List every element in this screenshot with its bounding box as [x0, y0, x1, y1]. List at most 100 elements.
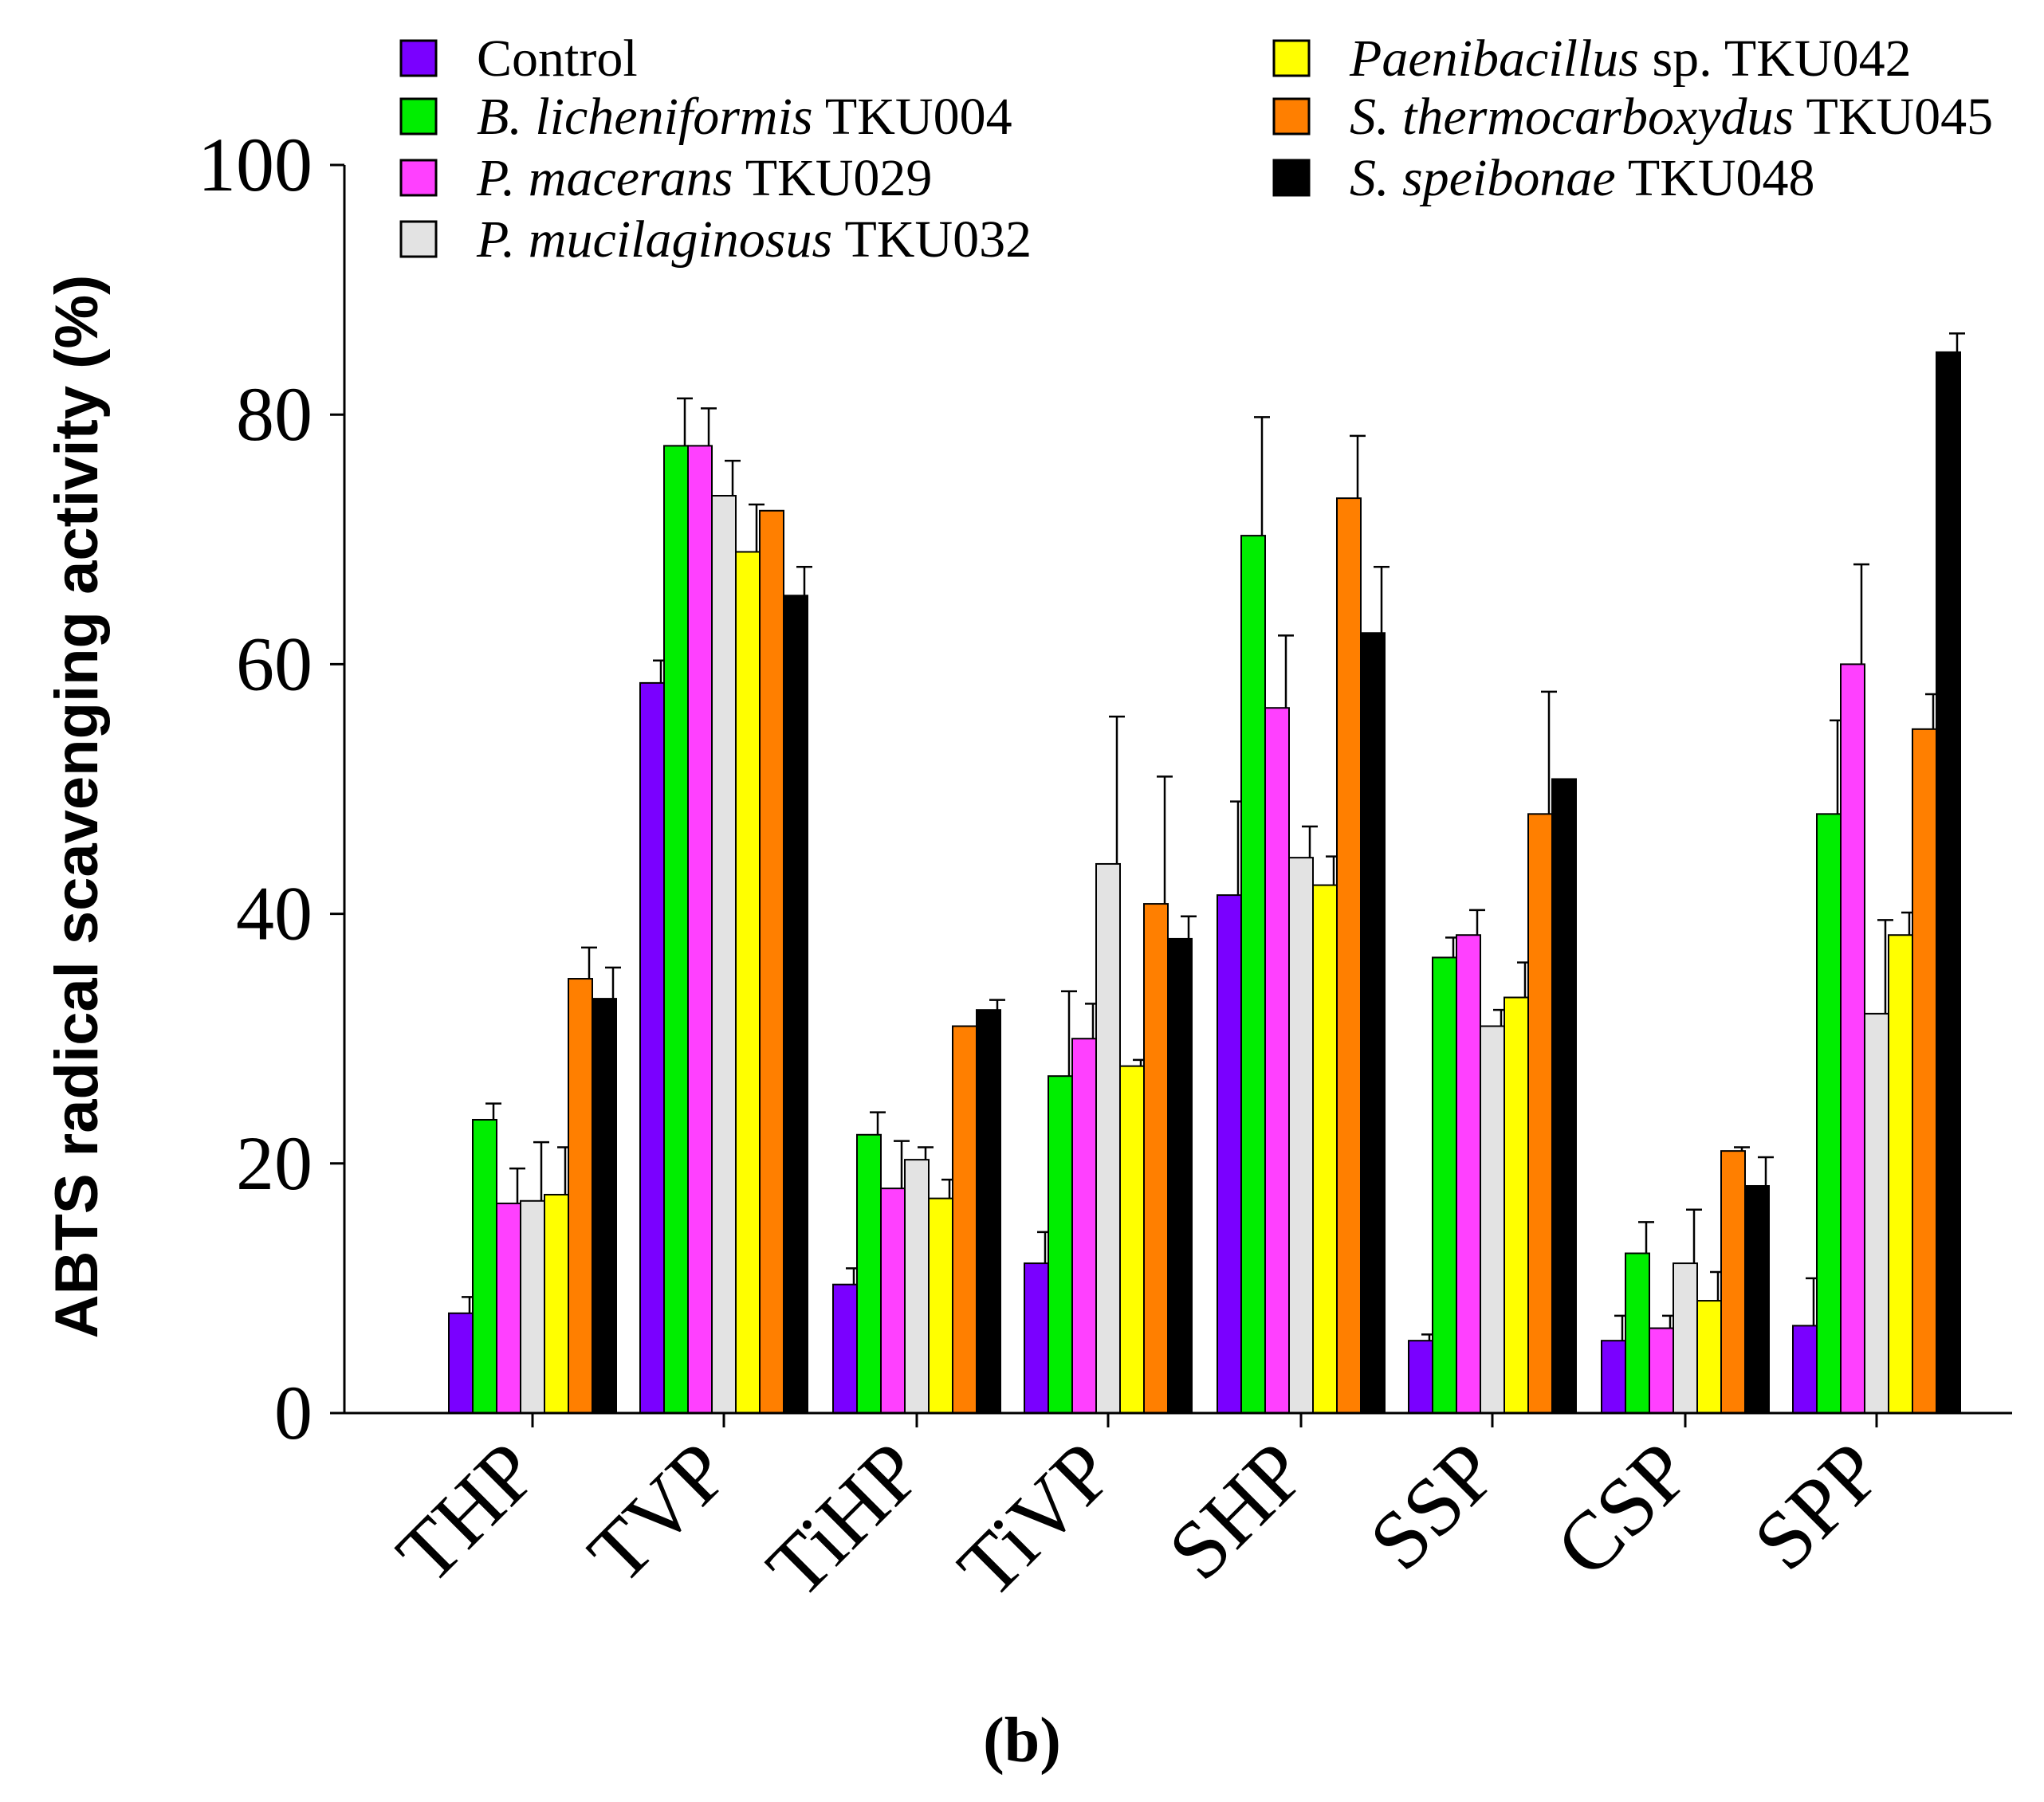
legend-item: S. speibonae TKU048	[1272, 149, 1815, 207]
panel-label-open-paren: (	[983, 1706, 1004, 1776]
bar	[520, 1199, 545, 1415]
y-tick-label: 40	[236, 871, 312, 956]
bar	[1048, 1075, 1073, 1415]
legend-label-italic: P. macerans	[476, 149, 733, 207]
panel-label-close-paren: )	[1040, 1706, 1061, 1776]
bar	[904, 1159, 930, 1415]
bar-group-thp	[448, 946, 621, 1415]
panel-label-group: (b)	[983, 1706, 1061, 1776]
legend-swatch	[399, 39, 438, 77]
bar-group-ssp	[1408, 690, 1577, 1415]
bar	[1912, 728, 1937, 1414]
legend-swatch	[399, 220, 438, 258]
legend-label-plain: TKU032	[832, 210, 1032, 269]
bar	[759, 509, 784, 1414]
bar	[1456, 934, 1481, 1415]
legend-item: Control	[399, 29, 638, 88]
bar	[1408, 1340, 1433, 1414]
x-tick-label: SPP	[1736, 1425, 1899, 1588]
bar-group-csp	[1601, 1146, 1774, 1415]
bar	[592, 998, 617, 1414]
bar	[639, 681, 665, 1414]
bar	[1936, 351, 1961, 1414]
bar	[1864, 1012, 1889, 1414]
bar	[928, 1197, 953, 1414]
y-tick-label: 20	[236, 1121, 312, 1206]
legend-label-plain: TKU045	[1794, 88, 1993, 146]
bars	[448, 332, 1965, 1415]
legend-swatch	[399, 97, 438, 135]
bar	[1601, 1340, 1626, 1414]
bar	[952, 1025, 977, 1415]
bar	[1480, 1025, 1505, 1415]
legend-swatch	[1272, 97, 1311, 135]
bar	[711, 494, 737, 1414]
bar	[448, 1312, 474, 1414]
x-tick-label: TiHP	[749, 1425, 939, 1615]
panel-label: (b)	[983, 1706, 1061, 1776]
bar	[1167, 937, 1193, 1415]
bar	[1288, 857, 1314, 1414]
bar	[1840, 663, 1865, 1414]
legend-label-plain: sp. TKU042	[1639, 29, 1912, 88]
bar-group-spp	[1792, 332, 1965, 1415]
panel-label-letter: b	[1004, 1706, 1040, 1776]
legend-label: B. licheniformis TKU004	[477, 88, 1012, 146]
bar-group-tihp	[832, 999, 1005, 1415]
legend-label: P. macerans TKU029	[476, 149, 932, 207]
y-axis-title: ABTS radical scavenging activity (%)	[43, 275, 111, 1339]
legend-item: P. mucilaginosus TKU032	[399, 210, 1032, 269]
bar	[496, 1202, 521, 1414]
legend-label-italic: B. licheniformis	[477, 88, 813, 146]
bar	[1696, 1300, 1722, 1415]
bar	[1527, 813, 1553, 1414]
bar	[687, 445, 713, 1414]
y-tick-label: 100	[198, 122, 312, 207]
bar	[1143, 903, 1169, 1414]
bar	[1504, 996, 1529, 1414]
x-axis: THP TVP TiHP TiVP SHP SSP CSP SPP	[379, 1413, 1899, 1615]
bar	[1360, 632, 1386, 1414]
bar	[1336, 497, 1362, 1415]
bar	[1432, 956, 1457, 1415]
bar	[880, 1188, 906, 1414]
legend-label: S. speibonae TKU048	[1350, 149, 1815, 207]
legend-label-plain: TKU048	[1616, 149, 1815, 207]
bar	[1625, 1252, 1650, 1414]
bar	[1240, 535, 1266, 1414]
bar	[1888, 934, 1913, 1415]
bar	[832, 1283, 858, 1415]
legend-label: Paenibacillus sp. TKU042	[1349, 29, 1912, 88]
legend-label: Control	[477, 29, 638, 88]
legend-label-italic: S. speibonae	[1350, 149, 1616, 207]
x-tick-label: SSP	[1352, 1425, 1515, 1588]
y-axis: 0 20 40 60 80 100	[198, 122, 344, 1455]
bar	[1024, 1262, 1049, 1414]
bar	[1312, 884, 1338, 1415]
bar	[1264, 707, 1290, 1414]
x-tick-label: TVP	[571, 1425, 746, 1600]
bar	[472, 1118, 497, 1414]
legend-swatch	[1272, 159, 1311, 197]
legend-item: Paenibacillus sp. TKU042	[1272, 29, 1912, 88]
x-tick-label: CSP	[1539, 1425, 1708, 1594]
x-tick-label: TiVP	[941, 1425, 1130, 1615]
bar	[1816, 813, 1842, 1414]
axes	[343, 165, 2012, 1415]
bar-group-shp	[1217, 416, 1390, 1415]
bar	[1673, 1262, 1698, 1414]
legend-label-italic: Paenibacillus	[1349, 29, 1639, 88]
bar-group-tvp	[639, 397, 812, 1415]
legend-swatch	[1272, 39, 1311, 77]
legend-label: S. thermocarboxydus TKU045	[1350, 88, 1993, 146]
bar	[1071, 1038, 1097, 1414]
legend-item: P. macerans TKU029	[399, 149, 932, 207]
legend-label: P. mucilaginosus TKU032	[476, 210, 1032, 269]
bar	[856, 1133, 882, 1414]
bar	[568, 978, 593, 1414]
y-tick-label: 80	[236, 371, 312, 457]
x-tick-label: SHP	[1151, 1425, 1323, 1597]
